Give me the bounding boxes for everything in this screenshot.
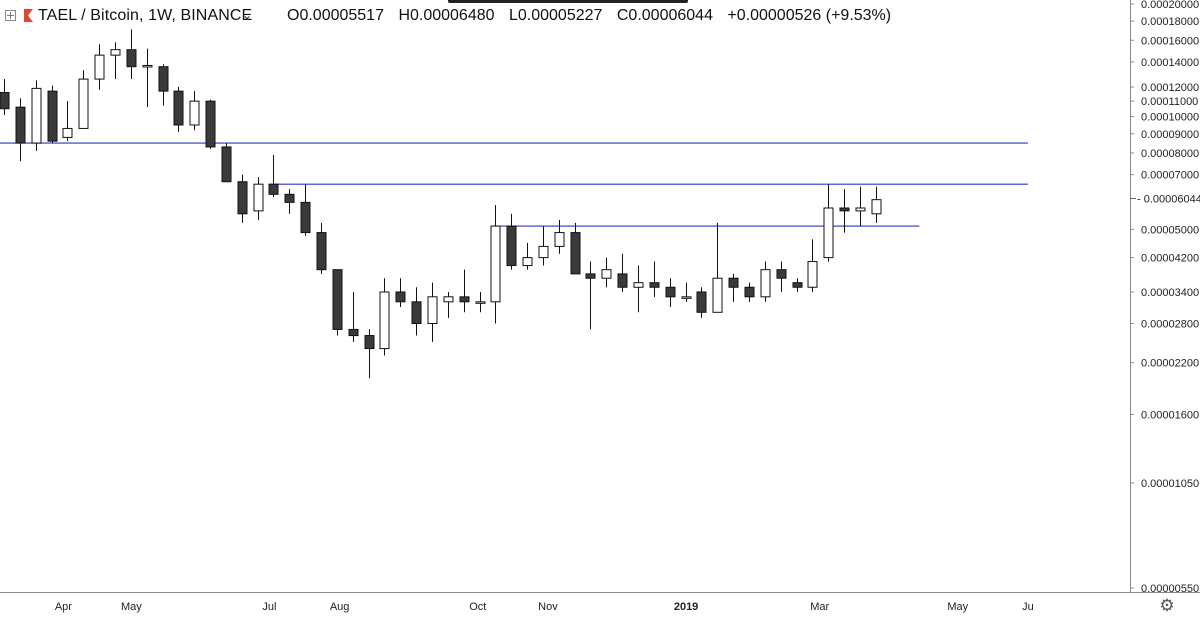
candle-body [601,269,612,279]
y-tick-label: 0.00001050 [1141,478,1199,490]
candle-body [316,232,327,271]
candle-body [490,225,501,303]
y-tick-label: 0.00008000 [1141,148,1199,160]
candle-body [15,106,26,144]
y-tick-label: 0.00009000 [1141,129,1199,141]
y-tick-label: 0.00014000 [1141,57,1199,69]
candle-body [570,232,581,275]
low-value: L0.00005227 [508,7,603,24]
chart-header: TAEL / Bitcoin, 1W, BINANCE ⌄ O0.0000551… [0,0,1130,30]
top-toolbar-handle[interactable] [448,0,688,3]
candle-body [633,282,644,288]
candle-body [760,269,771,298]
candle-body [823,207,834,259]
candle-body [554,232,565,247]
candle-body [728,277,739,288]
candle-body [839,207,850,212]
candle-body [855,207,866,212]
candle-body [871,199,882,215]
candle-body [459,296,470,303]
y-tick-label: 0.00000550 [1141,583,1199,595]
y-tick-label: 0.00011000 [1141,96,1198,108]
candle-body [807,261,818,288]
candle-body [427,296,438,325]
candle-body [94,54,105,80]
symbol-label[interactable]: TAEL / Bitcoin, 1W, BINANCE [38,7,253,24]
candle-body [712,277,723,313]
candle-body [0,92,10,110]
plus-square-icon[interactable] [5,10,16,21]
candle-body [696,291,707,313]
x-tick-label: Ju [1022,601,1034,613]
y-tick-label: 0.00004200 [1141,253,1199,265]
y-tick-label: 0.00020000 [1141,0,1199,11]
candle-body [47,90,58,142]
candle-body [253,183,264,212]
x-tick-label: Apr [55,601,72,613]
candle-body [78,78,89,129]
candle-body [364,335,375,350]
candle-body [776,269,787,279]
candle-body [681,296,692,299]
candle-body [126,49,137,68]
candle-body [522,257,533,267]
candle-body [585,273,596,279]
x-tick-label: May [121,601,142,613]
y-tick-label: 0.00002800 [1141,319,1199,331]
x-tick-label: Aug [330,601,350,613]
last-price-label: - 0.00006044 [1137,193,1200,205]
candle-body [649,282,660,288]
candle-body [173,90,184,126]
open-value: O0.00005517 [287,7,384,24]
y-tick-label: 0.00016000 [1141,35,1199,47]
candle-body [284,193,295,203]
x-tick-label: Oct [469,601,486,613]
y-tick-label: 0.00018000 [1141,16,1199,28]
candle-body [142,64,153,68]
x-tick-label: Jul [262,601,276,613]
candle-body [332,269,343,330]
candle-body [665,286,676,298]
close-value: C0.00006044 [616,7,713,24]
candle-body [268,183,279,195]
x-tick-label: Mar [810,601,829,613]
candle-body [62,127,73,138]
candle-body [300,201,311,234]
y-tick-label: 0.00002200 [1141,358,1199,370]
candle-body [31,87,42,144]
candle-body [411,301,422,325]
candle-body [205,100,216,148]
candle-body [110,49,121,56]
change-value: +0.00000526 (+9.53%) [727,7,892,24]
candle-body [443,296,454,303]
y-tick-label: 0.00005000 [1141,224,1199,236]
candle-body [538,245,549,259]
x-tick-label: May [947,601,968,613]
candle-body [792,282,803,288]
y-tick-label: 0.00007000 [1141,170,1199,182]
y-tick-label: 0.00010000 [1141,112,1199,124]
candle-body [348,328,359,337]
candle-body [379,291,390,350]
candle-body [237,181,248,215]
candle-body [475,301,486,304]
candle-body [744,286,755,298]
high-value: H0.00006480 [398,7,495,24]
gear-icon[interactable]: ⚙ [1159,596,1175,615]
x-tick-label: Nov [538,601,558,613]
x-tick-label: 2019 [674,601,698,613]
y-tick-label: 0.00001600 [1141,409,1199,421]
ohlc-readout: O0.00005517 H0.00006480 L0.00005227 C0.0… [287,7,901,25]
candle-body [189,100,200,126]
candle-body [221,146,232,183]
chevron-down-icon[interactable]: ⌄ [242,8,253,22]
y-tick-label: 0.00003400 [1141,287,1199,299]
candle-body [158,66,169,92]
candle-body [506,225,517,267]
y-tick-label: 0.00012000 [1141,82,1199,94]
candle-body [617,273,628,288]
candle-body [395,291,406,303]
